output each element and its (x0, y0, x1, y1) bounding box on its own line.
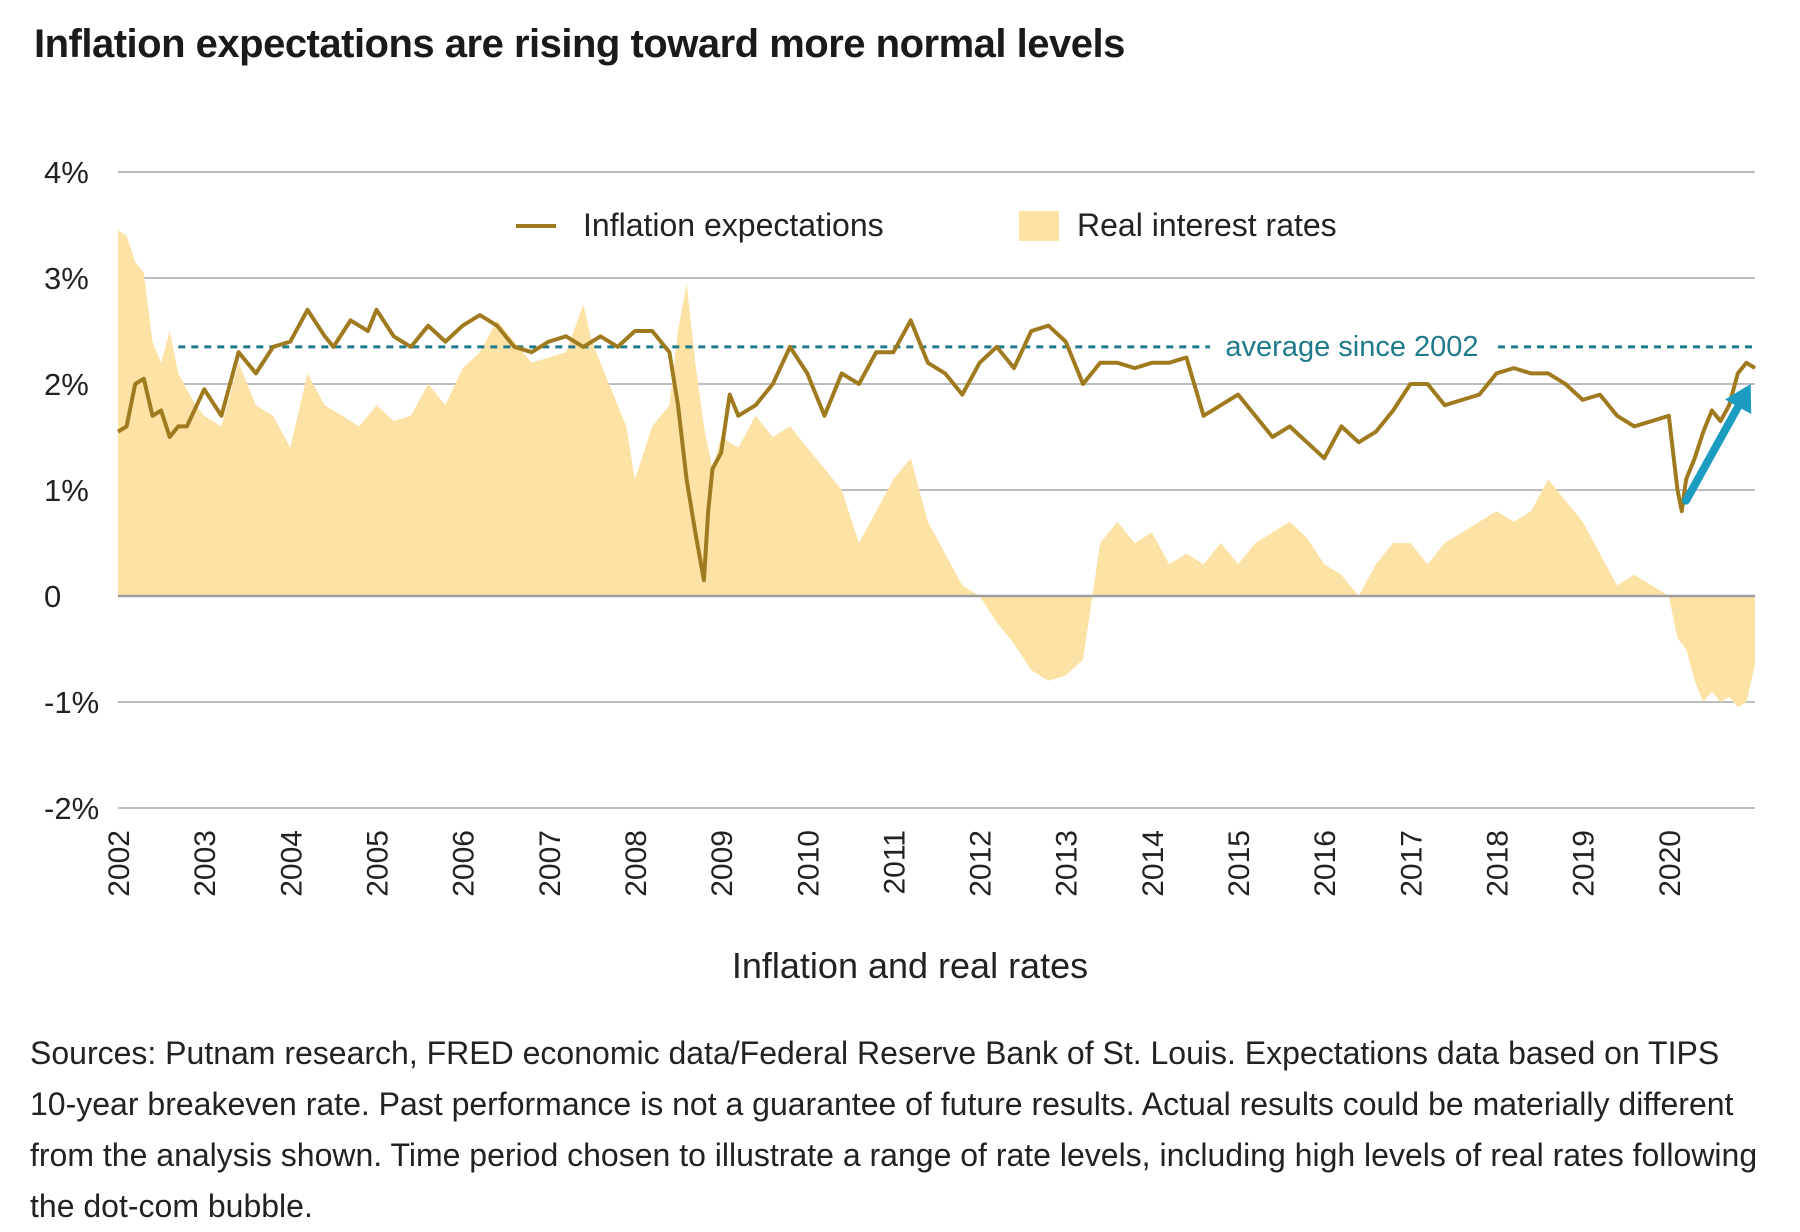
legend: Inflation expectations Real interest rat… (516, 207, 1337, 243)
x-tick-label: 2014 (1137, 830, 1170, 897)
real-interest-rates-area (118, 230, 1755, 708)
inflation-expectations-line (116, 307, 1757, 583)
y-tick-label: 1% (44, 473, 89, 508)
x-tick-label: 2011 (878, 830, 911, 895)
y-tick-label: 3% (44, 261, 89, 296)
average-label: average since 2002 (1225, 331, 1478, 363)
arrow-head (1724, 384, 1752, 415)
chart-title: Inflation expectations are rising toward… (34, 22, 1125, 66)
x-tick-label: 2019 (1568, 830, 1601, 897)
x-tick-label: 2005 (361, 830, 394, 897)
x-tick-label: 2013 (1051, 830, 1084, 897)
x-tick-labels: 2002 2003 2004 2005 2006 2007 2008 2009 2010 2011… (103, 830, 1687, 897)
x-axis-label: Inflation and real rates (732, 945, 1088, 986)
real-rates-area-path (118, 230, 1755, 708)
y-tick-label: 0 (44, 579, 61, 614)
x-tick-label: 2018 (1482, 830, 1515, 897)
y-tick-labels: 4% 3% 2% 1% 0 -1% -2% (44, 155, 99, 826)
legend-label-real-rates: Real interest rates (1077, 207, 1337, 243)
y-tick-label: -1% (44, 685, 99, 720)
x-tick-label: 2003 (189, 830, 222, 897)
x-tick-label: 2017 (1395, 830, 1428, 897)
source-note: Sources: Putnam research, FRED economic … (30, 1035, 1758, 1224)
x-tick-label: 2004 (275, 830, 308, 897)
chart: 4% 3% 2% 1% 0 -1% -2% 2002 2003 2004 2005 2006 2007… (44, 155, 1757, 986)
x-tick-label: 2012 (965, 830, 998, 897)
legend-area-swatch (1019, 211, 1059, 241)
x-tick-label: 2009 (706, 830, 739, 897)
legend-label-inflation: Inflation expectations (583, 207, 884, 243)
x-tick-label: 2002 (103, 830, 136, 897)
y-tick-label: 2% (44, 367, 89, 402)
inflation-line-path (116, 307, 1757, 583)
y-tick-label: 4% (44, 155, 89, 190)
x-tick-label: 2020 (1654, 830, 1687, 897)
x-tick-label: 2010 (792, 830, 825, 897)
x-tick-label: 2016 (1309, 830, 1342, 897)
trend-arrow-icon (1682, 384, 1752, 505)
x-tick-label: 2015 (1223, 830, 1256, 897)
arrow-shaft (1682, 402, 1743, 505)
x-tick-label: 2007 (534, 830, 567, 897)
y-tick-label: -2% (44, 791, 99, 826)
x-tick-label: 2008 (620, 830, 653, 897)
x-tick-label: 2006 (448, 830, 481, 897)
